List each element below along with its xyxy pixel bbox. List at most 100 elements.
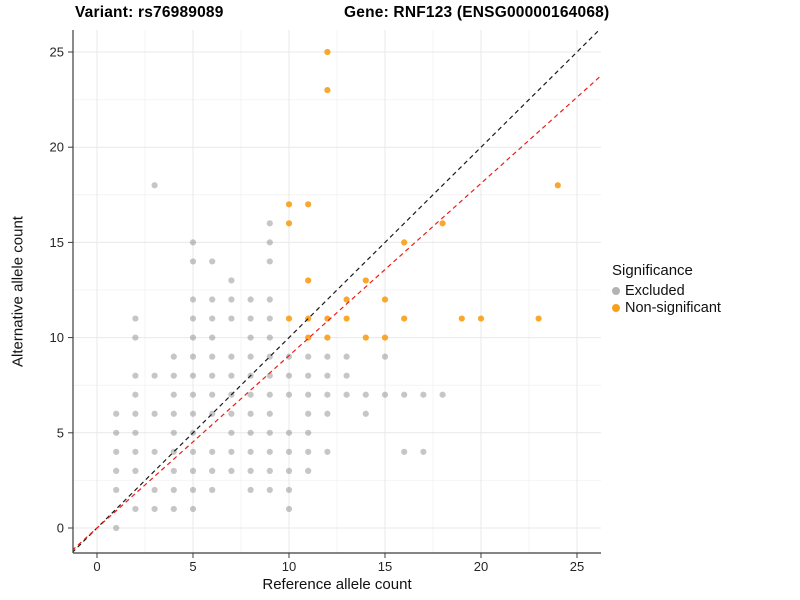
data-point-excluded	[132, 391, 139, 398]
y-axis-label: Alternative allele count	[9, 216, 27, 367]
data-point-excluded	[170, 429, 177, 436]
legend-title: Significance	[612, 262, 693, 279]
x-tick-label: 15	[378, 559, 392, 574]
y-tick-label: 25	[50, 45, 64, 60]
grid-minor-lines	[73, 30, 601, 553]
data-point-excluded	[113, 467, 120, 474]
data-point-excluded	[228, 277, 235, 284]
data-point-excluded	[209, 391, 216, 398]
data-point-excluded	[247, 486, 254, 494]
data-point-non-significant	[343, 315, 350, 322]
data-point-excluded	[189, 372, 197, 379]
data-point-excluded	[170, 353, 177, 360]
x-tick-label: 5	[189, 559, 196, 574]
data-points	[113, 48, 561, 532]
legend-label-nonsignificant: Non-significant	[625, 299, 721, 316]
data-point-excluded	[151, 182, 158, 189]
excluded-swatch-icon	[612, 286, 620, 295]
data-point-excluded	[189, 486, 197, 494]
data-point-excluded	[420, 391, 427, 398]
data-point-non-significant	[458, 315, 465, 322]
data-point-excluded	[228, 410, 235, 417]
data-point-excluded	[228, 467, 235, 474]
data-point-excluded	[151, 448, 158, 455]
data-point-excluded	[305, 391, 312, 398]
data-point-excluded	[228, 372, 235, 379]
data-point-non-significant	[477, 315, 485, 322]
data-point-excluded	[266, 410, 273, 417]
reference-lines	[73, 30, 601, 553]
data-point-excluded	[170, 372, 177, 379]
data-point-excluded	[189, 315, 197, 322]
data-point-excluded	[401, 391, 408, 398]
data-point-excluded	[209, 448, 216, 455]
data-point-excluded	[266, 486, 273, 494]
data-point-non-significant	[285, 220, 293, 227]
data-point-excluded	[305, 353, 312, 360]
data-point-excluded	[305, 467, 312, 474]
data-point-non-significant	[285, 201, 293, 208]
data-point-excluded	[266, 258, 273, 265]
data-point-excluded	[439, 391, 446, 398]
data-point-non-significant	[324, 48, 331, 56]
data-point-excluded	[113, 486, 120, 494]
grid-major-lines	[73, 30, 601, 553]
data-point-excluded	[247, 391, 254, 398]
data-point-excluded	[324, 391, 331, 398]
data-point-non-significant	[362, 334, 369, 341]
data-point-excluded	[305, 372, 312, 379]
data-point-excluded	[247, 315, 254, 322]
data-point-excluded	[170, 410, 177, 417]
data-point-excluded	[266, 296, 273, 303]
data-point-excluded	[209, 467, 216, 474]
data-point-excluded	[189, 239, 197, 246]
data-point-excluded	[151, 486, 158, 494]
legend: Significance Excluded Non-significant	[612, 262, 721, 316]
data-point-excluded	[189, 258, 197, 265]
data-point-excluded	[228, 429, 235, 436]
x-tick-label: 0	[93, 559, 100, 574]
y-tick-label: 15	[50, 235, 64, 250]
data-point-excluded	[266, 429, 273, 436]
tick-labels: 0 0 5 5 10 10 15 15 20 20 25 25	[50, 45, 585, 575]
data-point-excluded	[113, 429, 120, 436]
data-point-excluded	[209, 296, 216, 303]
data-point-excluded	[189, 505, 197, 513]
data-point-excluded	[266, 239, 273, 246]
nonsignificant-swatch-icon	[612, 303, 620, 312]
plot-title-gene: Gene: RNF123 (ENSG00000164068)	[344, 4, 610, 21]
data-point-non-significant	[305, 201, 312, 208]
data-point-excluded	[266, 315, 273, 322]
data-point-excluded	[324, 372, 331, 379]
data-point-excluded	[247, 334, 254, 341]
data-point-excluded	[209, 486, 216, 494]
data-point-excluded	[189, 467, 197, 474]
data-point-excluded	[305, 429, 312, 436]
data-point-non-significant	[305, 277, 312, 284]
data-point-excluded	[189, 448, 197, 455]
data-point-non-significant	[401, 315, 408, 322]
data-point-excluded	[209, 372, 216, 379]
data-point-excluded	[247, 296, 254, 303]
data-point-excluded	[209, 334, 216, 341]
data-point-excluded	[189, 391, 197, 398]
data-point-excluded	[132, 315, 139, 322]
data-point-excluded	[285, 372, 293, 379]
data-point-non-significant	[362, 277, 369, 284]
data-point-excluded	[381, 391, 389, 398]
legend-label-excluded: Excluded	[625, 282, 685, 299]
x-tick-label: 25	[570, 559, 584, 574]
data-point-non-significant	[381, 334, 389, 341]
identity-line	[73, 30, 601, 553]
data-point-excluded	[209, 258, 216, 265]
data-point-excluded	[285, 429, 293, 436]
x-tick-label: 10	[282, 559, 296, 574]
data-point-excluded	[285, 467, 293, 474]
data-point-excluded	[170, 505, 177, 513]
data-point-excluded	[132, 429, 139, 436]
y-tick-label: 10	[50, 330, 64, 345]
data-point-excluded	[170, 391, 177, 398]
data-point-excluded	[362, 391, 369, 398]
data-point-excluded	[401, 448, 408, 455]
x-tick-label: 20	[474, 559, 488, 574]
